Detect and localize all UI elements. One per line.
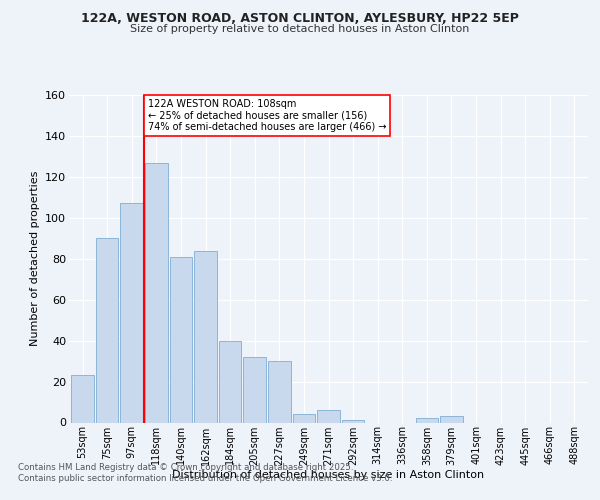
Bar <box>145 162 167 422</box>
Bar <box>416 418 438 422</box>
Bar <box>219 340 241 422</box>
Bar <box>440 416 463 422</box>
Bar <box>342 420 364 422</box>
Bar <box>194 250 217 422</box>
Bar <box>293 414 315 422</box>
Text: Size of property relative to detached houses in Aston Clinton: Size of property relative to detached ho… <box>130 24 470 34</box>
Text: Contains HM Land Registry data © Crown copyright and database right 2025.: Contains HM Land Registry data © Crown c… <box>18 462 353 471</box>
Text: 122A, WESTON ROAD, ASTON CLINTON, AYLESBURY, HP22 5EP: 122A, WESTON ROAD, ASTON CLINTON, AYLESB… <box>81 12 519 26</box>
X-axis label: Distribution of detached houses by size in Aston Clinton: Distribution of detached houses by size … <box>172 470 485 480</box>
Bar <box>170 256 192 422</box>
Bar <box>71 376 94 422</box>
Text: Contains public sector information licensed under the Open Government Licence v3: Contains public sector information licen… <box>18 474 392 483</box>
Y-axis label: Number of detached properties: Number of detached properties <box>29 171 40 346</box>
Text: 122A WESTON ROAD: 108sqm
← 25% of detached houses are smaller (156)
74% of semi-: 122A WESTON ROAD: 108sqm ← 25% of detach… <box>148 99 386 132</box>
Bar <box>317 410 340 422</box>
Bar <box>96 238 118 422</box>
Bar <box>121 204 143 422</box>
Bar <box>244 357 266 422</box>
Bar <box>268 361 290 422</box>
